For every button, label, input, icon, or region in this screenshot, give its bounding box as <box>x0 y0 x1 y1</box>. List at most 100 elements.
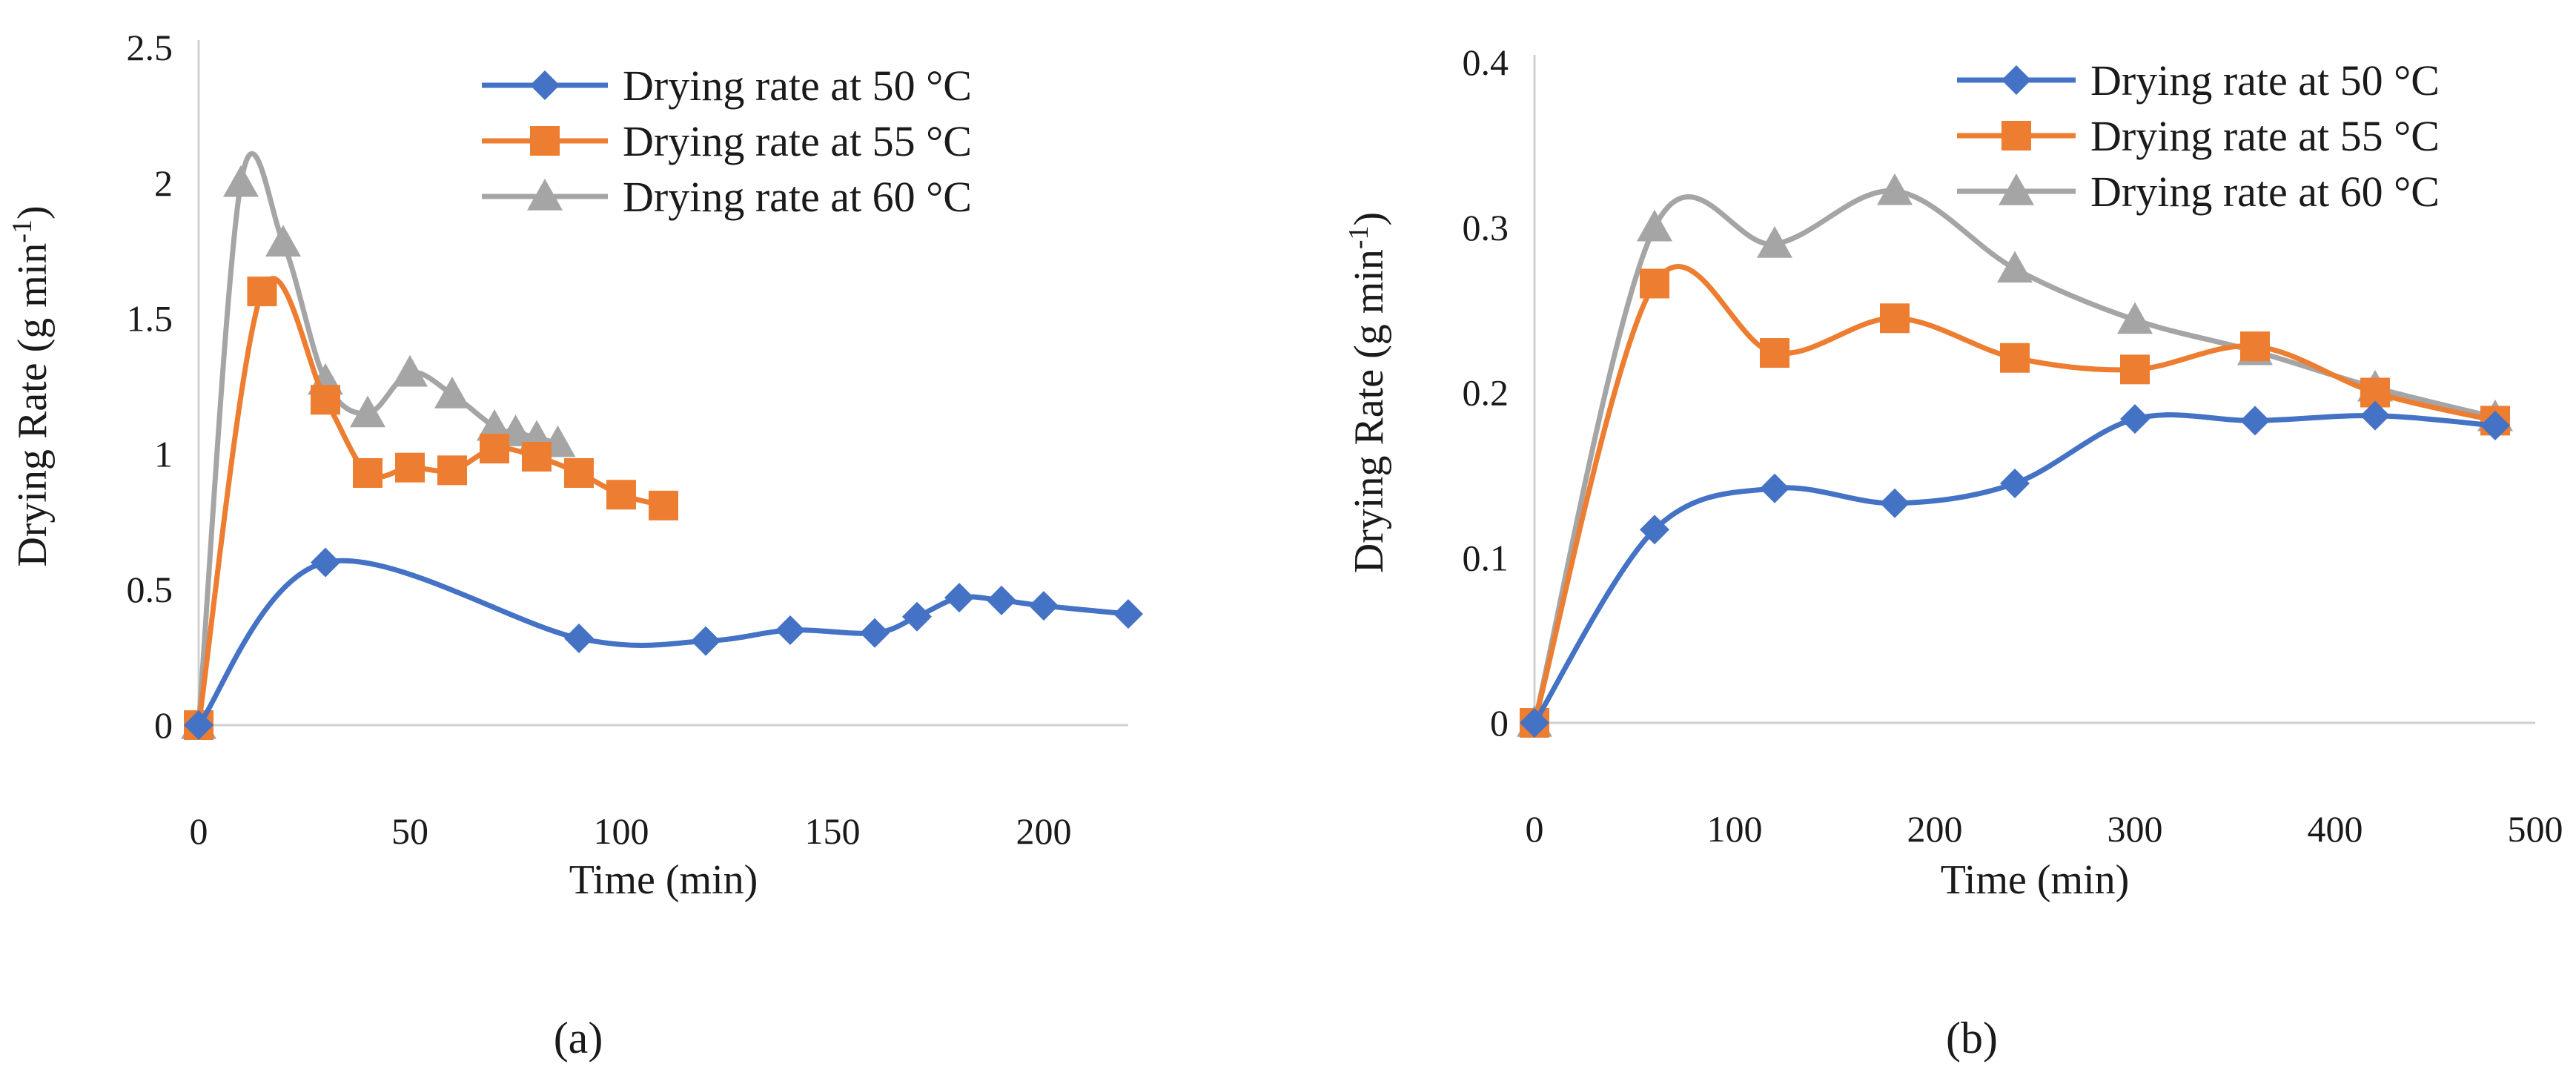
data-point <box>392 354 428 387</box>
legend-label: Drying rate at 60 °C <box>2090 168 2440 216</box>
legend: Drying rate at 50 °C Drying rate at 55 °C… <box>482 62 972 221</box>
x-axis-title: Time (min) <box>1941 857 2130 903</box>
chart-panel-b: 0 0.1 0.2 0.3 0.4 0 100 200 300 400 500 Time (min) D… <box>1343 42 2563 1062</box>
series-3 <box>1517 173 2513 737</box>
y-tick-label: 0 <box>154 704 173 746</box>
x-tick-label: 0 <box>190 810 208 852</box>
data-point <box>1880 488 1910 518</box>
x-tick-label: 200 <box>1016 810 1072 852</box>
data-point <box>1637 209 1672 242</box>
data-point <box>606 480 636 510</box>
data-point <box>1760 338 1789 368</box>
data-point <box>311 385 340 415</box>
data-point <box>2240 331 2270 362</box>
data-point <box>395 452 425 483</box>
series-1 <box>1520 400 2510 738</box>
data-point <box>691 626 721 656</box>
data-point <box>2360 400 2390 431</box>
x-tick-label: 0 <box>1526 808 1544 850</box>
legend-item: Drying rate at 55 °C <box>482 117 972 165</box>
y-axis-title: Drying Rate (g min-1) <box>7 205 56 566</box>
legend-marker <box>530 70 560 100</box>
series-1 <box>184 547 1143 740</box>
data-point <box>1877 173 1913 205</box>
data-point <box>265 225 301 257</box>
x-tick-label: 200 <box>1907 808 1963 850</box>
y-tick-label: 0 <box>1490 702 1509 744</box>
legend-item: Drying rate at 55 °C <box>1957 112 2440 160</box>
y-tick-label: 2.5 <box>127 27 173 68</box>
x-tick-label: 100 <box>594 810 649 852</box>
data-point <box>944 583 974 613</box>
x-tick-label: 300 <box>2108 808 2163 850</box>
legend-item: Drying rate at 60 °C <box>1957 168 2440 216</box>
legend-item: Drying rate at 60 °C <box>482 173 972 221</box>
data-point <box>2120 354 2150 385</box>
legend-label: Drying rate at 55 °C <box>623 117 972 165</box>
legend-marker <box>1999 173 2034 205</box>
legend-label: Drying rate at 60 °C <box>623 173 972 221</box>
data-point <box>775 615 805 646</box>
legend: Drying rate at 50 °C Drying rate at 55 °C… <box>1957 56 2440 216</box>
data-point <box>437 455 467 486</box>
series-line <box>196 276 666 728</box>
y-tick-label: 0.4 <box>1463 42 1509 83</box>
x-tick-label: 50 <box>391 810 428 852</box>
data-point <box>311 547 340 578</box>
series-2 <box>184 276 678 740</box>
data-point <box>564 457 594 488</box>
data-point <box>1640 268 1669 299</box>
data-point <box>1997 251 2033 283</box>
y-tick-label: 1 <box>154 433 173 474</box>
x-axis-title-text: Time (min) <box>569 857 758 903</box>
data-point <box>353 457 383 488</box>
data-point <box>480 434 509 464</box>
y-tick-label: 0.5 <box>127 569 173 610</box>
data-point <box>184 710 213 740</box>
data-point <box>1520 708 1549 738</box>
data-point <box>522 442 552 472</box>
data-point <box>1880 303 1910 334</box>
data-point <box>564 624 594 654</box>
data-point <box>1113 599 1143 629</box>
data-point <box>860 618 890 648</box>
legend-marker <box>2001 121 2031 151</box>
data-point <box>987 585 1016 615</box>
legend-marker <box>530 126 560 156</box>
series-2 <box>1520 264 2510 738</box>
y-axis-title: Drying Rate (g min-1) <box>1343 212 1392 573</box>
legend-item: Drying rate at 50 °C <box>482 62 972 110</box>
data-point <box>477 409 512 441</box>
data-point <box>2000 343 2030 373</box>
x-tick-label: 400 <box>2308 808 2363 850</box>
y-tick-label: 0.1 <box>1463 537 1509 578</box>
series-line <box>1532 412 2498 726</box>
y-tick-label: 1.5 <box>127 298 173 340</box>
data-point <box>223 165 259 197</box>
series-line <box>1532 264 2498 726</box>
x-axis-title-text: Time (min) <box>1941 857 2130 903</box>
x-tick-label: 150 <box>805 810 861 852</box>
legend-marker <box>2001 65 2031 95</box>
y-tick-label: 0.2 <box>1463 372 1509 414</box>
y-tick-label: 2 <box>154 162 173 204</box>
y-axis-title-superscript: -1 <box>1343 225 1374 249</box>
panel-label: (a) <box>554 1013 603 1062</box>
data-point <box>2480 411 2510 441</box>
y-axis-title-main: Drying Rate (g min <box>1346 249 1392 573</box>
data-point <box>434 376 470 409</box>
data-point <box>2240 406 2270 436</box>
data-point <box>350 395 385 428</box>
data-point <box>2120 404 2150 434</box>
data-point <box>2117 302 2153 334</box>
y-axis-title-superscript: -1 <box>7 219 38 243</box>
legend-label: Drying rate at 50 °C <box>623 62 972 110</box>
y-axis-title-main: Drying Rate (g min <box>10 243 56 567</box>
data-point <box>247 277 277 307</box>
x-axis-title: Time (min) <box>569 857 758 903</box>
x-tick-label: 100 <box>1707 808 1763 850</box>
y-axis-title-close: ) <box>10 205 56 219</box>
series-line <box>1532 188 2498 726</box>
legend-label: Drying rate at 50 °C <box>2090 56 2440 105</box>
data-point <box>902 601 932 632</box>
